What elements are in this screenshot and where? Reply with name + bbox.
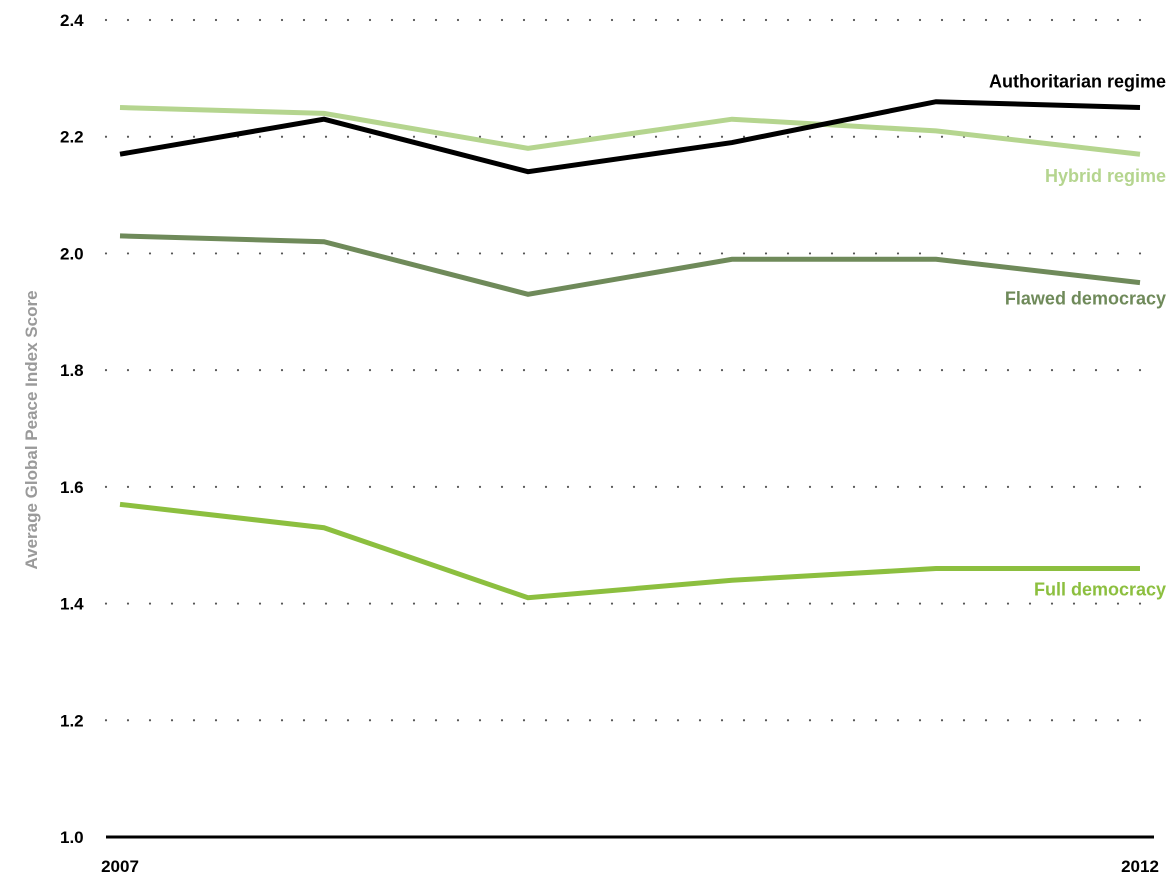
x-tick-label: 2012: [1121, 857, 1159, 876]
y-tick-label: 1.8: [60, 361, 84, 380]
series-line-flawed-democracy: [119, 233, 1141, 297]
series-label-flawed-democracy: Flawed democracy: [1005, 289, 1166, 309]
y-tick-label: 1.4: [60, 595, 84, 614]
series-label-authoritarian-regime: Authoritarian regime: [989, 72, 1166, 92]
series-label-hybrid-regime: Hybrid regime: [1045, 166, 1166, 186]
series-label-full-democracy: Full democracy: [1034, 580, 1166, 600]
y-tick-label: 2.0: [60, 244, 84, 263]
series-labels: Authoritarian regime Hybrid regime Flawed …: [989, 72, 1166, 600]
gridlines: [104, 18, 1156, 839]
series-line-full-democracy: [119, 501, 1140, 601]
y-tick-label: 1.6: [60, 478, 84, 497]
series-line-authoritarian-regime: [119, 99, 1141, 175]
series-line-hybrid-regime: [119, 105, 1141, 157]
y-tick-label: 1.0: [60, 828, 84, 847]
x-tick-label: 2007: [101, 857, 139, 876]
y-tick-label: 1.2: [60, 711, 84, 730]
x-tick-labels: 2007 2012: [101, 857, 1159, 876]
y-tick-label: 2.2: [60, 128, 84, 147]
y-tick-label: 2.4: [60, 11, 84, 30]
y-tick-labels: 1.0 1.2 1.4 1.6 1.8 2.0 2.2 2.4: [60, 11, 84, 847]
series-lines: [119, 99, 1141, 601]
